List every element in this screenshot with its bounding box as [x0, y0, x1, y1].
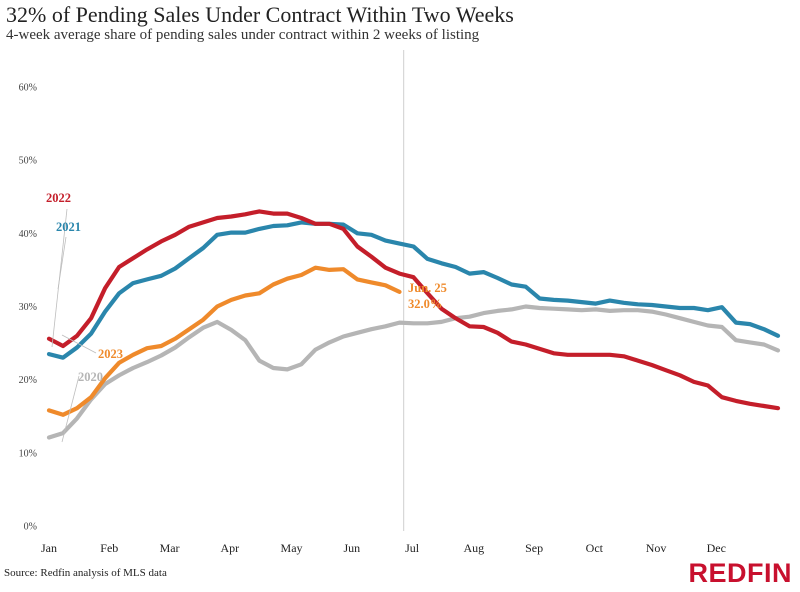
x-tick-label: Mar: [160, 541, 180, 555]
series-line-2022: [46, 209, 781, 411]
series-label-2022: 2022: [46, 191, 71, 205]
series-line-2023: [46, 265, 402, 417]
y-tick-label: 30%: [19, 302, 37, 313]
y-tick-label: 40%: [19, 229, 37, 240]
x-tick-label: Jan: [41, 541, 57, 555]
series-label-2023: 2023: [98, 347, 123, 361]
chart-title: 32% of Pending Sales Under Contract With…: [6, 2, 514, 27]
y-tick-label: 50%: [19, 156, 37, 167]
series-line-2021: [46, 220, 781, 360]
x-tick-label: Apr: [221, 541, 240, 555]
x-tick-label: Jul: [405, 541, 420, 555]
y-tick-label: 20%: [19, 375, 37, 386]
leader-line-2022: [51, 208, 68, 348]
x-axis: Jan Feb Mar Apr May Jun Jul Aug Sep Oct Nov Dec: [41, 541, 726, 555]
annotation-value-label: 32.0%: [408, 297, 442, 311]
y-axis: 0% 10% 20% 30% 40% 50% 60%: [19, 83, 37, 533]
leader-line-2023: [61, 334, 97, 354]
series-lines: [46, 209, 781, 440]
series-labels: 2020 2021 2022 2023: [46, 191, 123, 384]
y-tick-label: 10%: [19, 448, 37, 459]
y-tick-label: 60%: [19, 83, 37, 94]
x-tick-label: Nov: [646, 541, 667, 555]
x-tick-label: Feb: [100, 541, 118, 555]
source-note: Source: Redfin analysis of MLS data: [4, 567, 167, 579]
annotation-date-label: Jun. 25: [408, 281, 447, 295]
redfin-logo: REDFIN: [688, 558, 792, 588]
x-tick-label: Jun: [343, 541, 360, 555]
series-label-2020: 2020: [78, 370, 103, 384]
x-tick-label: Sep: [525, 541, 543, 555]
series-label-2021: 2021: [56, 220, 81, 234]
label-leader-lines: [51, 208, 97, 443]
series-line-2020: [46, 304, 781, 440]
x-tick-label: Dec: [707, 541, 726, 555]
x-tick-label: Aug: [463, 541, 484, 555]
leader-line-2020: [61, 375, 80, 443]
x-tick-label: Oct: [586, 541, 604, 555]
chart-subtitle: 4-week average share of pending sales un…: [6, 27, 480, 43]
x-tick-label: May: [281, 541, 303, 555]
y-tick-label: 0%: [24, 522, 37, 533]
annotation: Jun. 25 32.0%: [408, 281, 447, 311]
